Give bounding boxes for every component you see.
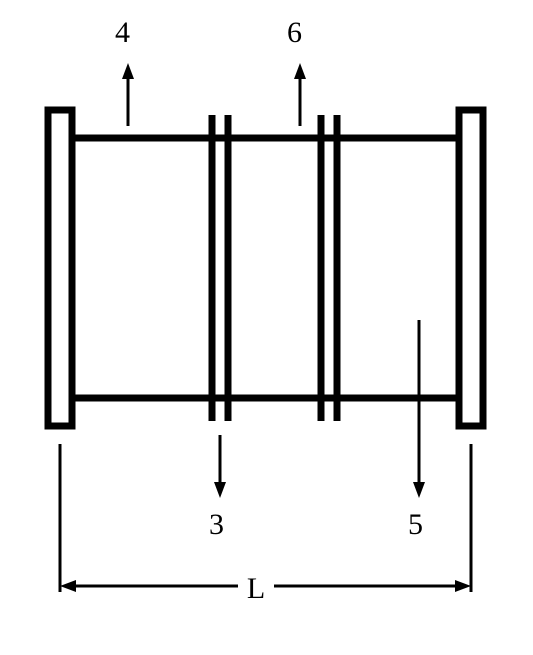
callout-label-bot_right: 5 (408, 508, 423, 541)
callout-label-bot_middle: 3 (209, 508, 224, 541)
dimension-label: L (247, 572, 265, 605)
callout-label-top_right: 6 (287, 16, 302, 49)
callout-label-top_left: 4 (115, 16, 130, 49)
